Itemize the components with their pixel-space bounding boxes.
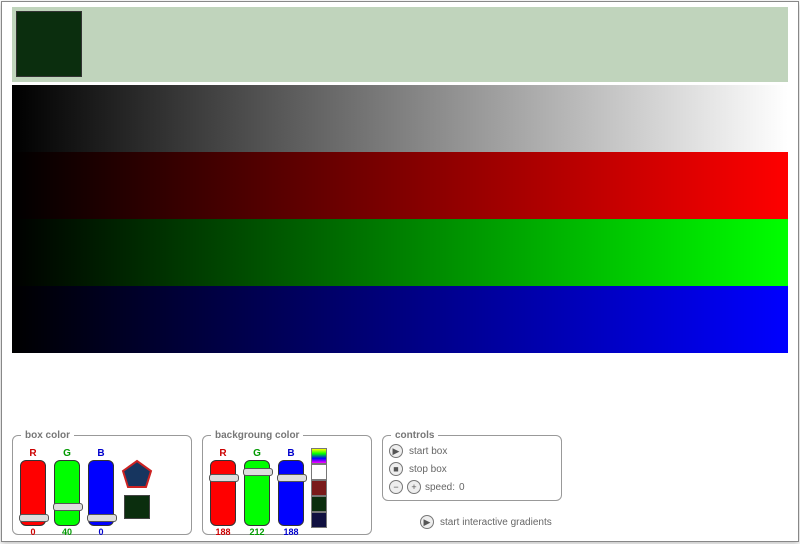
box-color-sliders: R 0 G 40 B 0 <box>19 448 115 537</box>
app-frame: box color R 0 G 40 B 0 backgroung color R 188 G… <box>1 1 799 542</box>
box-color-title: box color <box>21 430 74 441</box>
channel-label-R: R <box>29 448 36 459</box>
box-color-extras <box>121 440 153 537</box>
bg-color-title: backgroung color <box>211 430 303 441</box>
controls-panel: controls ▶ start box ■ stop box − + spee… <box>382 435 562 501</box>
channel-value-R: 188 <box>215 527 230 537</box>
preset-swatch-3[interactable] <box>311 496 327 512</box>
slider-handle[interactable] <box>53 503 83 511</box>
slider-R[interactable] <box>210 460 236 526</box>
stop-box-label: stop box <box>409 464 447 475</box>
slider-handle[interactable] <box>19 514 49 522</box>
channel-label-G: G <box>253 448 261 459</box>
speed-label: speed: <box>425 482 455 493</box>
preset-swatch-1[interactable] <box>311 464 327 480</box>
channel-label-B: B <box>287 448 294 459</box>
start-gradients-label: start interactive gradients <box>440 517 552 528</box>
bg-color-panel: backgroung color R188G212B188 <box>202 435 372 535</box>
start-box-label: start box <box>409 446 447 457</box>
speed-value: 0 <box>459 482 465 493</box>
slider-handle[interactable] <box>209 474 239 482</box>
channel-value-G: 212 <box>249 527 264 537</box>
start-box-button[interactable]: ▶ <box>389 444 403 458</box>
slider-handle[interactable] <box>243 468 273 476</box>
slider-B[interactable] <box>88 460 114 526</box>
gradient-stack <box>12 85 788 353</box>
slider-G[interactable] <box>54 460 80 526</box>
gradient-row-green <box>12 219 788 286</box>
slider-R[interactable] <box>20 460 46 526</box>
slider-handle[interactable] <box>277 474 307 482</box>
channel-label-G: G <box>63 448 71 459</box>
stop-box-button[interactable]: ■ <box>389 462 403 476</box>
slider-handle[interactable] <box>87 514 117 522</box>
gradient-row-gray <box>12 85 788 152</box>
gradient-row-blue <box>12 286 788 353</box>
preset-swatch-2[interactable] <box>311 480 327 496</box>
slider-B[interactable] <box>278 460 304 526</box>
preset-swatch-4[interactable] <box>311 512 327 528</box>
bg-color-sliders: R 188 G 212 B 188 <box>209 448 305 537</box>
start-gradients-button[interactable]: ▶ <box>420 515 434 529</box>
speed-up-button[interactable]: + <box>407 480 421 494</box>
controls-title: controls <box>391 430 438 441</box>
channel-label-B: B <box>97 448 104 459</box>
bg-swatch-stack <box>311 448 327 537</box>
channel-value-B: 0 <box>98 527 103 537</box>
channel-value-G: 40 <box>62 527 72 537</box>
box-preview <box>16 11 82 77</box>
pentagon-icon[interactable] <box>121 459 153 489</box>
channel-value-B: 188 <box>283 527 298 537</box>
preset-swatch-0[interactable] <box>311 448 327 464</box>
slider-G[interactable] <box>244 460 270 526</box>
channel-label-R: R <box>219 448 226 459</box>
box-color-panel: box color R0G40B0 <box>12 435 192 535</box>
channel-value-R: 0 <box>30 527 35 537</box>
background-area <box>12 7 788 82</box>
speed-down-button[interactable]: − <box>389 480 403 494</box>
gradient-row-red <box>12 152 788 219</box>
box-color-swatch <box>124 495 150 519</box>
